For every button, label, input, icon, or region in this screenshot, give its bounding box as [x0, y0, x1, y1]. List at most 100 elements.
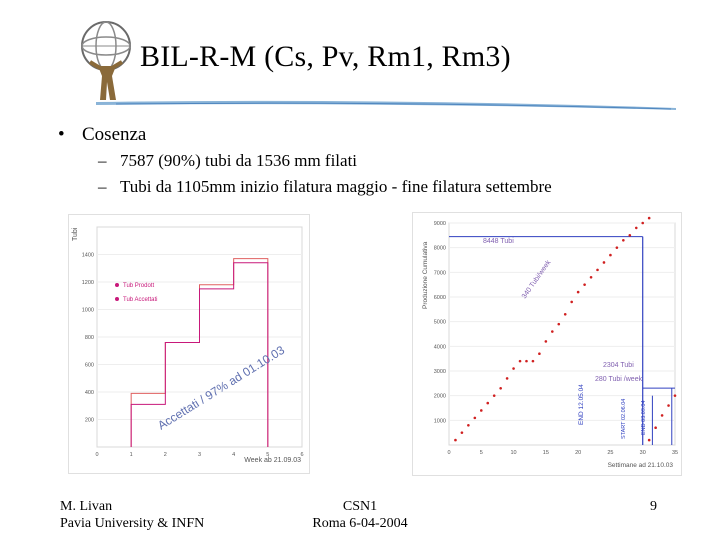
data-point	[525, 359, 528, 363]
data-point	[531, 359, 535, 363]
annotation-rate-2: 280 Tubi /week	[595, 376, 643, 383]
data-point	[505, 377, 509, 380]
annotation-rate-1: 340 Tubi/week	[521, 259, 553, 300]
x-tick-label: 5	[480, 450, 483, 456]
y-axis-label: Produzione Cumulativa	[422, 241, 429, 309]
y-tick-label: 8000	[434, 246, 446, 252]
legend-marker	[115, 297, 119, 301]
data-point	[602, 261, 606, 264]
y-tick-label: 4000	[434, 344, 446, 350]
legend-entry: Tub Accettati	[123, 297, 157, 303]
x-tick-label: 0	[447, 450, 450, 456]
y-tick-label: 5000	[434, 320, 446, 326]
data-point	[544, 340, 548, 343]
y-tick-label: 7000	[434, 270, 446, 276]
x-tick-label: 30	[640, 450, 646, 456]
data-point	[557, 322, 561, 326]
legend-entry: Tub Prodott	[123, 283, 154, 289]
data-point	[460, 431, 464, 434]
data-point	[499, 386, 502, 390]
y-tick-label: 1200	[82, 280, 94, 286]
data-point	[609, 253, 612, 257]
y-tick-label: 9000	[434, 221, 446, 227]
data-point	[660, 414, 664, 417]
sub-item-text: Tubi da 1105mm inizio filatura maggio - …	[120, 177, 552, 196]
atlas-logo-icon	[81, 21, 131, 100]
y-tick-label: 200	[85, 418, 94, 424]
x-tick-label: 5	[266, 452, 269, 458]
x-tick-label: 3	[198, 452, 201, 458]
data-point	[576, 290, 580, 294]
data-point	[518, 359, 522, 363]
histogram-chart: 200 400 600 800 1000 1200 1400 0 1 2 3 4 5 6 Tubi Wee…	[72, 226, 304, 464]
x-tick-label: 6	[300, 452, 303, 458]
histogram-series	[130, 262, 269, 447]
data-point	[538, 352, 541, 356]
data-point	[667, 404, 670, 407]
production-panel: 1000 2000 3000 4000 5000 6000 7000 8000 9000 0 5 10…	[412, 212, 682, 476]
y-tick-label: 400	[85, 390, 94, 396]
data-point	[454, 438, 457, 442]
data-point	[467, 423, 470, 427]
data-point	[589, 275, 593, 279]
data-point	[673, 394, 677, 397]
x-tick-label: 10	[511, 450, 517, 456]
x-tick-label: 4	[232, 452, 235, 458]
x-tick-label: 20	[575, 450, 581, 456]
data-point	[512, 367, 515, 370]
x-tick-label: 15	[543, 450, 549, 456]
footer-meeting: CSN1	[342, 499, 378, 514]
data-point	[622, 238, 625, 242]
data-point	[479, 409, 483, 412]
y-tick-label: 1000	[434, 418, 446, 424]
histogram-panel: 200 400 600 800 1000 1200 1400 0 1 2 3 4 5 6 Tubi Wee…	[68, 214, 310, 474]
x-tick-label: 35	[672, 450, 678, 456]
annotation-total-2: 2304 Tubi	[603, 362, 634, 369]
footer-author-block: M. Livan Pavia University & INFN	[60, 498, 204, 532]
bullet-item: • Cosenza	[58, 124, 147, 145]
footer-author: M. Livan	[60, 499, 113, 514]
x-tick-label: 2	[164, 452, 167, 458]
page-number: 9	[650, 499, 657, 514]
data-point	[583, 283, 586, 286]
y-tick-label: 6000	[434, 295, 446, 301]
data-point	[647, 438, 651, 442]
x-axis-label: Week ab 21.09.03	[244, 457, 301, 464]
annotation-start-2: START 02.06.04	[621, 399, 627, 439]
data-point	[641, 221, 645, 225]
data-point	[486, 401, 490, 405]
data-point	[634, 226, 638, 230]
production-chart: 1000 2000 3000 4000 5000 6000 7000 8000 9000 0 5 10…	[422, 216, 678, 469]
footer-meeting-block: CSN1 Roma 6-04-2004	[310, 498, 410, 532]
y-tick-label: 2000	[434, 394, 446, 400]
data-point	[563, 312, 567, 316]
data-point	[628, 234, 632, 237]
annotation-end-1: END 12.05.04	[578, 384, 585, 425]
footer-affiliation: Pavia University & INFN	[60, 516, 205, 531]
title-underline	[96, 100, 676, 110]
y-tick-label: 1400	[82, 253, 94, 259]
y-tick-label: 600	[85, 363, 94, 369]
y-axis-label: Tubi	[72, 227, 79, 241]
y-tick-label: 1000	[82, 308, 94, 314]
data-point	[492, 394, 496, 397]
x-tick-label: 0	[95, 452, 98, 458]
data-point	[596, 268, 599, 272]
annotation-total-1: 8448 Tubi	[483, 238, 514, 245]
slide-title: BIL-R-M (Cs, Pv, Rm1, Rm3)	[140, 40, 511, 73]
data-point	[654, 426, 657, 430]
legend-marker	[115, 283, 119, 287]
y-tick-label: 3000	[434, 369, 446, 375]
data-point	[647, 216, 651, 220]
x-axis-label: Settimane ad 21.10.03	[608, 462, 674, 469]
data-point	[551, 330, 554, 333]
sub-item: –7587 (90%) tubi da 1536 mm filati	[98, 151, 358, 170]
data-point	[570, 300, 573, 304]
x-tick-label: 1	[130, 452, 133, 458]
y-tick-label: 800	[85, 335, 94, 341]
sub-item-text: 7587 (90%) tubi da 1536 mm filati	[120, 151, 358, 170]
x-tick-label: 25	[607, 450, 613, 456]
data-point	[473, 416, 477, 420]
sub-item: – Tubi da 1105mm inizio filatura maggio -…	[98, 177, 552, 196]
footer-place-date: Roma 6-04-2004	[312, 516, 408, 531]
